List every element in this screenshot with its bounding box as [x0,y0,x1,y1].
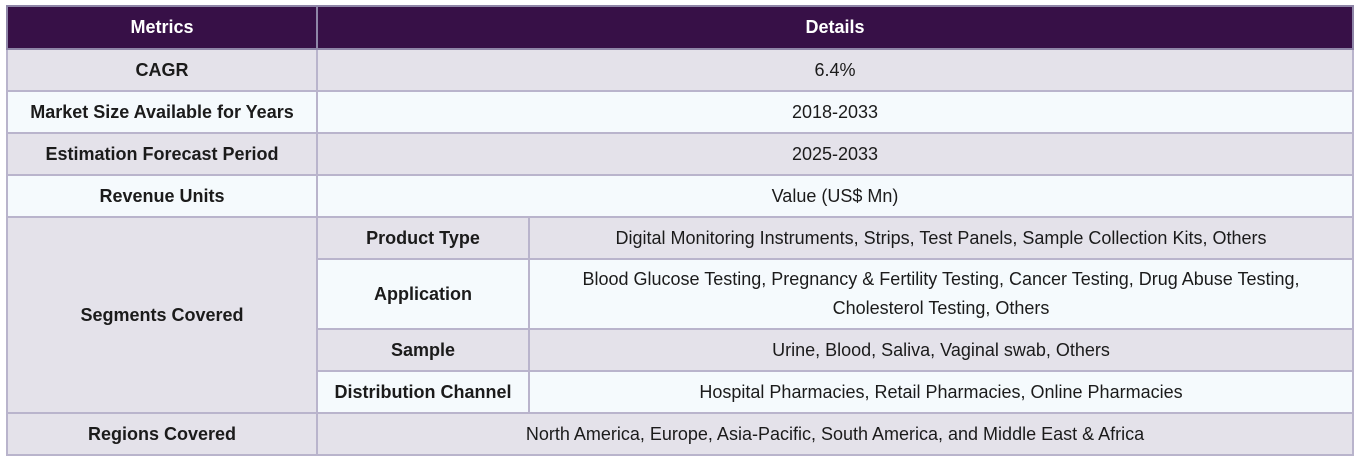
report-table-container: Metrics Details CAGR 6.4% Market Size Av… [6,5,1354,456]
table-row-segment: Segments Covered Product Type Digital Mo… [6,216,1354,414]
row-value: 2018-2033 [316,90,1354,134]
table-row-cagr: CAGR 6.4% [6,48,1354,92]
market-report-table: Metrics Details CAGR 6.4% Market Size Av… [6,5,1354,456]
table-row-regions: Regions Covered North America, Europe, A… [6,412,1354,456]
segment-label: Product Type [316,216,530,260]
table-row-forecast: Estimation Forecast Period 2025-2033 [6,132,1354,176]
metrics-header: Metrics [6,5,318,50]
row-value: 6.4% [316,48,1354,92]
details-header: Details [316,5,1354,50]
table-row-segment: Sample Urine, Blood, Saliva, Vaginal swa… [7,328,1354,372]
table-row-revenue: Revenue Units Value (US$ Mn) [6,174,1354,218]
row-label: CAGR [6,48,318,92]
segment-value: Hospital Pharmacies, Retail Pharmacies, … [528,370,1354,414]
table-header-row: Metrics Details [6,5,1354,50]
row-label: Revenue Units [6,174,318,218]
segment-value: Digital Monitoring Instruments, Strips, … [528,216,1354,260]
segment-label: Sample [316,328,530,372]
row-label: Estimation Forecast Period [6,132,318,176]
row-value: North America, Europe, Asia-Pacific, Sou… [316,412,1354,456]
row-value: 2025-2033 [316,132,1354,176]
row-label: Regions Covered [6,412,318,456]
row-label: Market Size Available for Years [6,90,318,134]
segment-value: Urine, Blood, Saliva, Vaginal swab, Othe… [528,328,1354,372]
segment-label: Application [316,258,530,330]
segment-label: Distribution Channel [316,370,530,414]
segments-label: Segments Covered [6,216,318,414]
segment-value: Blood Glucose Testing, Pregnancy & Ferti… [528,258,1354,330]
row-value: Value (US$ Mn) [316,174,1354,218]
table-row-market-size: Market Size Available for Years 2018-203… [6,90,1354,134]
table-row-segment: Distribution Channel Hospital Pharmacies… [7,370,1354,414]
table-row-segment: Application Blood Glucose Testing, Pregn… [7,258,1354,330]
